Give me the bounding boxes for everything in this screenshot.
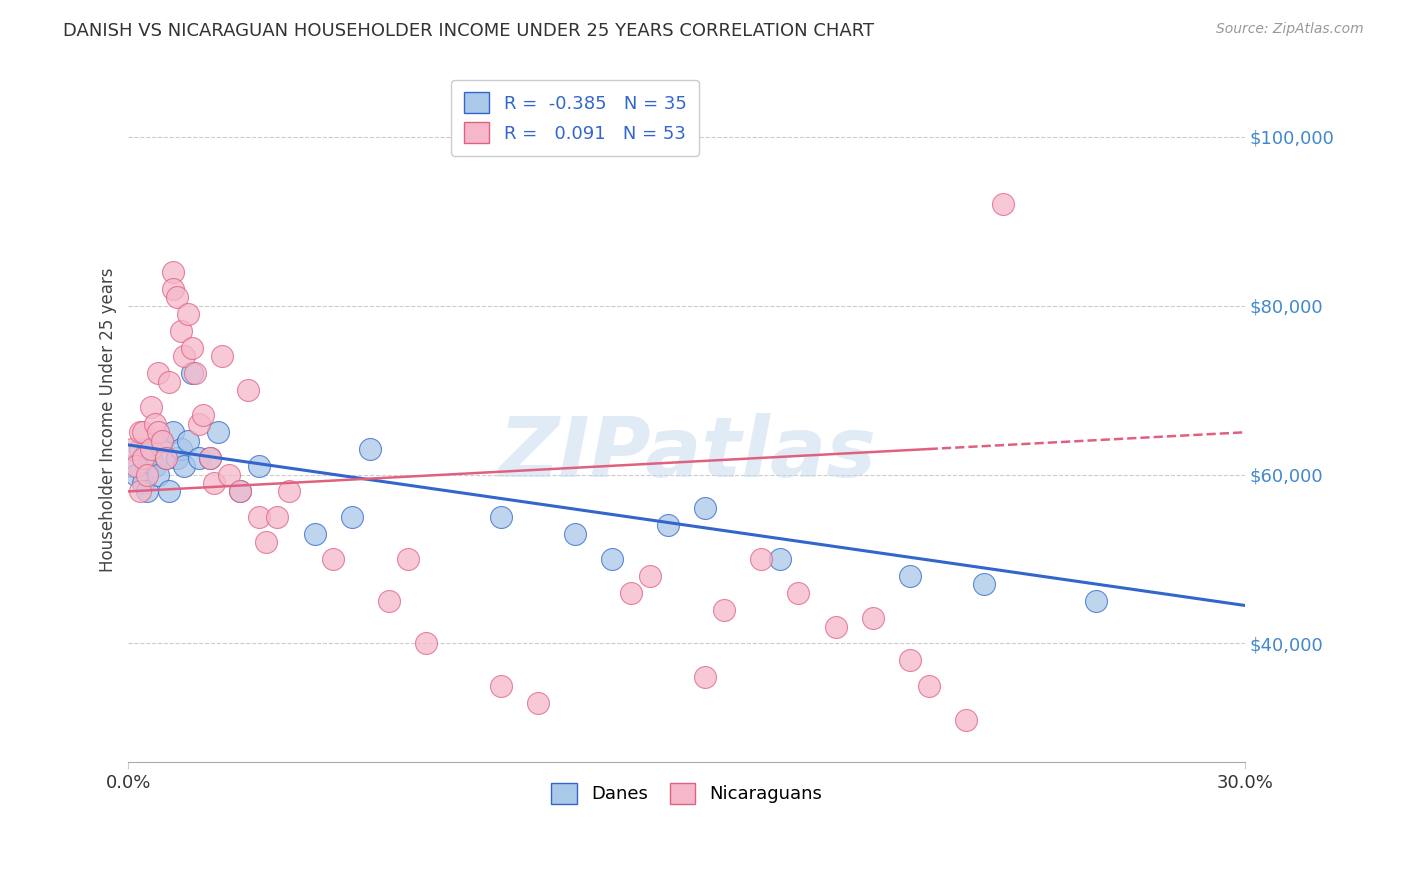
Point — [991, 197, 1014, 211]
Point — [695, 501, 717, 516]
Point — [787, 586, 810, 600]
Point — [489, 679, 512, 693]
Point — [177, 434, 200, 448]
Point — [749, 552, 772, 566]
Point — [638, 569, 661, 583]
Point — [200, 450, 222, 465]
Point — [125, 467, 148, 482]
Point — [180, 366, 202, 380]
Point — [139, 442, 162, 457]
Point — [121, 442, 143, 457]
Point — [254, 535, 277, 549]
Point — [139, 450, 162, 465]
Point — [173, 349, 195, 363]
Point — [162, 425, 184, 440]
Point — [184, 366, 207, 380]
Point — [564, 526, 586, 541]
Point — [188, 450, 211, 465]
Point — [247, 459, 270, 474]
Point — [229, 484, 252, 499]
Point — [150, 434, 173, 448]
Point — [188, 417, 211, 431]
Point — [155, 450, 177, 465]
Point — [695, 670, 717, 684]
Point — [207, 425, 229, 440]
Point — [266, 509, 288, 524]
Point — [200, 450, 222, 465]
Point — [132, 475, 155, 490]
Point — [713, 603, 735, 617]
Point — [236, 383, 259, 397]
Point — [396, 552, 419, 566]
Point — [973, 577, 995, 591]
Point — [378, 594, 401, 608]
Point — [277, 484, 299, 499]
Y-axis label: Householder Income Under 25 years: Householder Income Under 25 years — [100, 268, 117, 572]
Point — [157, 484, 180, 499]
Point — [166, 450, 188, 465]
Point — [769, 552, 792, 566]
Point — [128, 425, 150, 440]
Point — [169, 442, 191, 457]
Point — [121, 459, 143, 474]
Point — [148, 425, 170, 440]
Point — [136, 442, 159, 457]
Point — [143, 417, 166, 431]
Point — [173, 459, 195, 474]
Point — [1085, 594, 1108, 608]
Point — [132, 425, 155, 440]
Point — [218, 467, 240, 482]
Point — [229, 484, 252, 499]
Point — [202, 475, 225, 490]
Point — [180, 341, 202, 355]
Point — [132, 450, 155, 465]
Legend: Danes, Nicaraguans: Danes, Nicaraguans — [540, 772, 832, 814]
Point — [191, 409, 214, 423]
Point — [359, 442, 381, 457]
Point — [600, 552, 623, 566]
Point — [169, 324, 191, 338]
Point — [128, 484, 150, 499]
Point — [824, 619, 846, 633]
Point — [657, 518, 679, 533]
Point — [125, 459, 148, 474]
Point — [162, 265, 184, 279]
Point — [304, 526, 326, 541]
Point — [157, 375, 180, 389]
Point — [136, 484, 159, 499]
Point — [162, 282, 184, 296]
Point — [136, 467, 159, 482]
Point — [527, 696, 550, 710]
Point — [211, 349, 233, 363]
Point — [139, 400, 162, 414]
Point — [150, 434, 173, 448]
Point — [247, 509, 270, 524]
Point — [148, 366, 170, 380]
Point — [177, 307, 200, 321]
Text: Source: ZipAtlas.com: Source: ZipAtlas.com — [1216, 22, 1364, 37]
Point — [322, 552, 344, 566]
Point — [128, 442, 150, 457]
Point — [898, 653, 921, 667]
Point — [620, 586, 643, 600]
Text: DANISH VS NICARAGUAN HOUSEHOLDER INCOME UNDER 25 YEARS CORRELATION CHART: DANISH VS NICARAGUAN HOUSEHOLDER INCOME … — [63, 22, 875, 40]
Point — [898, 569, 921, 583]
Point — [155, 450, 177, 465]
Point — [415, 636, 437, 650]
Point — [148, 467, 170, 482]
Point — [166, 290, 188, 304]
Point — [489, 509, 512, 524]
Point — [340, 509, 363, 524]
Point — [862, 611, 884, 625]
Point — [918, 679, 941, 693]
Text: ZIPatlas: ZIPatlas — [498, 413, 876, 494]
Point — [143, 459, 166, 474]
Point — [955, 713, 977, 727]
